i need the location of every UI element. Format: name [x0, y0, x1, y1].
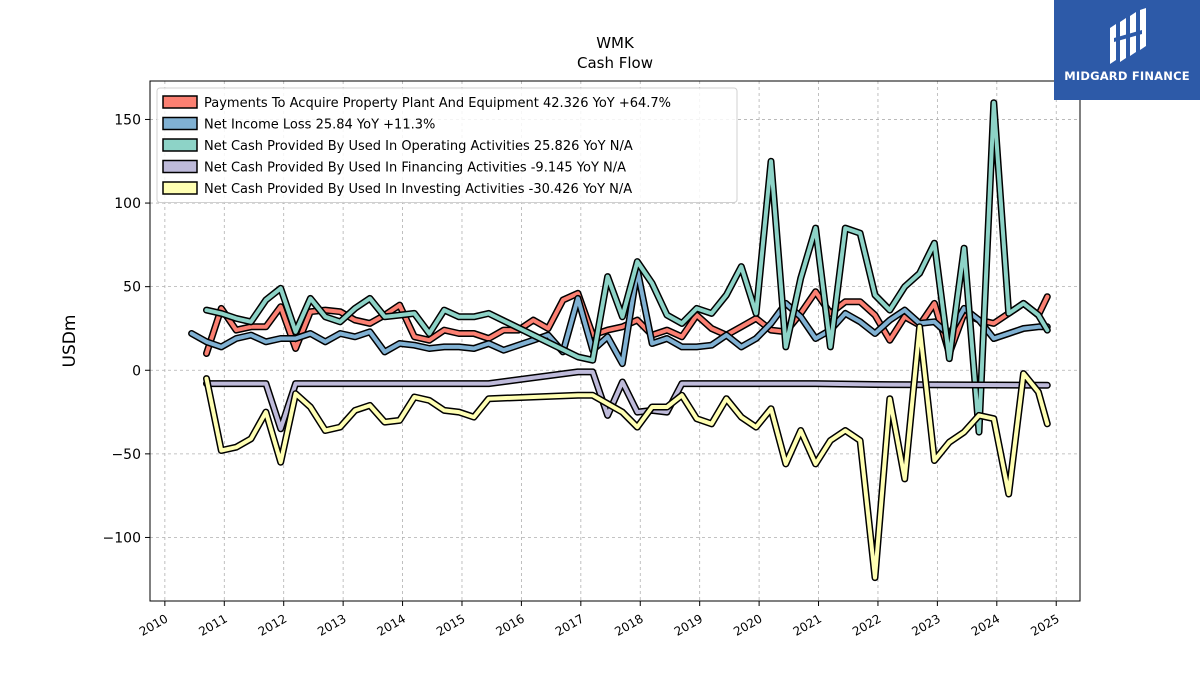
x-tick-label: 2013 — [315, 611, 348, 638]
x-tick-label: 2019 — [672, 611, 705, 638]
y-tick-label: −100 — [103, 530, 141, 546]
series-line — [204, 324, 1050, 580]
series-line — [204, 100, 1050, 435]
x-tick-label: 2022 — [850, 611, 883, 638]
chart-title: WMK — [596, 34, 635, 52]
plot-frame — [149, 80, 1081, 602]
midgard-logo-icon — [1110, 8, 1146, 64]
x-tick-label: 2010 — [137, 611, 170, 638]
series-line — [204, 369, 1050, 431]
legend-label: Net Income Loss 25.84 YoY +11.3% — [204, 118, 435, 133]
legend-label: Net Cash Provided By Used In Investing A… — [204, 182, 632, 197]
x-tick-label: 2025 — [1028, 611, 1061, 638]
y-tick-label: 150 — [114, 112, 141, 128]
series-4 — [203, 368, 1051, 433]
y-axis: 150 100 50 0 −50 −100 — [103, 112, 150, 546]
legend-swatch — [162, 116, 198, 131]
legend-label: Payments To Acquire Property Plant And E… — [204, 96, 671, 111]
legend-swatch — [162, 181, 198, 195]
brand-name: MIDGARD FINANCE — [1064, 69, 1190, 83]
series-5 — [203, 323, 1051, 582]
x-tick-label: 2023 — [909, 611, 942, 638]
legend-swatch — [162, 159, 198, 174]
x-tick-label: 2024 — [969, 611, 1002, 638]
legend-frame — [156, 87, 738, 203]
x-tick-label: 2021 — [791, 611, 824, 638]
series-2 — [188, 266, 1051, 368]
series-line — [189, 267, 1050, 366]
x-tick-label: 2016 — [493, 611, 526, 638]
x-tick-label: 2020 — [731, 611, 764, 638]
legend-label: Net Cash Provided By Used In Financing A… — [204, 161, 626, 176]
legend-label: Net Cash Provided By Used In Operating A… — [204, 139, 633, 154]
x-tick-label: 2011 — [196, 611, 229, 638]
x-tick-label: 2018 — [612, 611, 645, 638]
y-tick-label: −50 — [111, 447, 141, 463]
legend-swatch — [162, 138, 198, 152]
x-tick-label: 2014 — [375, 611, 408, 638]
series-line-outline — [203, 323, 1051, 582]
legend-swatch — [162, 95, 198, 109]
chart-subtitle: Cash Flow — [577, 54, 653, 72]
x-tick-label: 2015 — [434, 611, 467, 638]
y-tick-label: 0 — [132, 363, 141, 379]
x-tick-label: 2017 — [553, 611, 586, 638]
y-axis-label: USDm — [60, 315, 80, 368]
legend: Payments To Acquire Property Plant And E… — [156, 87, 738, 203]
y-tick-label: 50 — [123, 280, 141, 296]
x-tick-label: 2012 — [256, 611, 289, 638]
x-axis: 2010 2011 2012 2013 2014 2015 2016 2017 2018 2019… — [137, 601, 1062, 639]
series-lines — [188, 99, 1051, 582]
y-tick-label: 100 — [114, 196, 141, 212]
brand-logo: MIDGARD FINANCE — [1054, 0, 1200, 100]
series-3 — [203, 99, 1051, 436]
